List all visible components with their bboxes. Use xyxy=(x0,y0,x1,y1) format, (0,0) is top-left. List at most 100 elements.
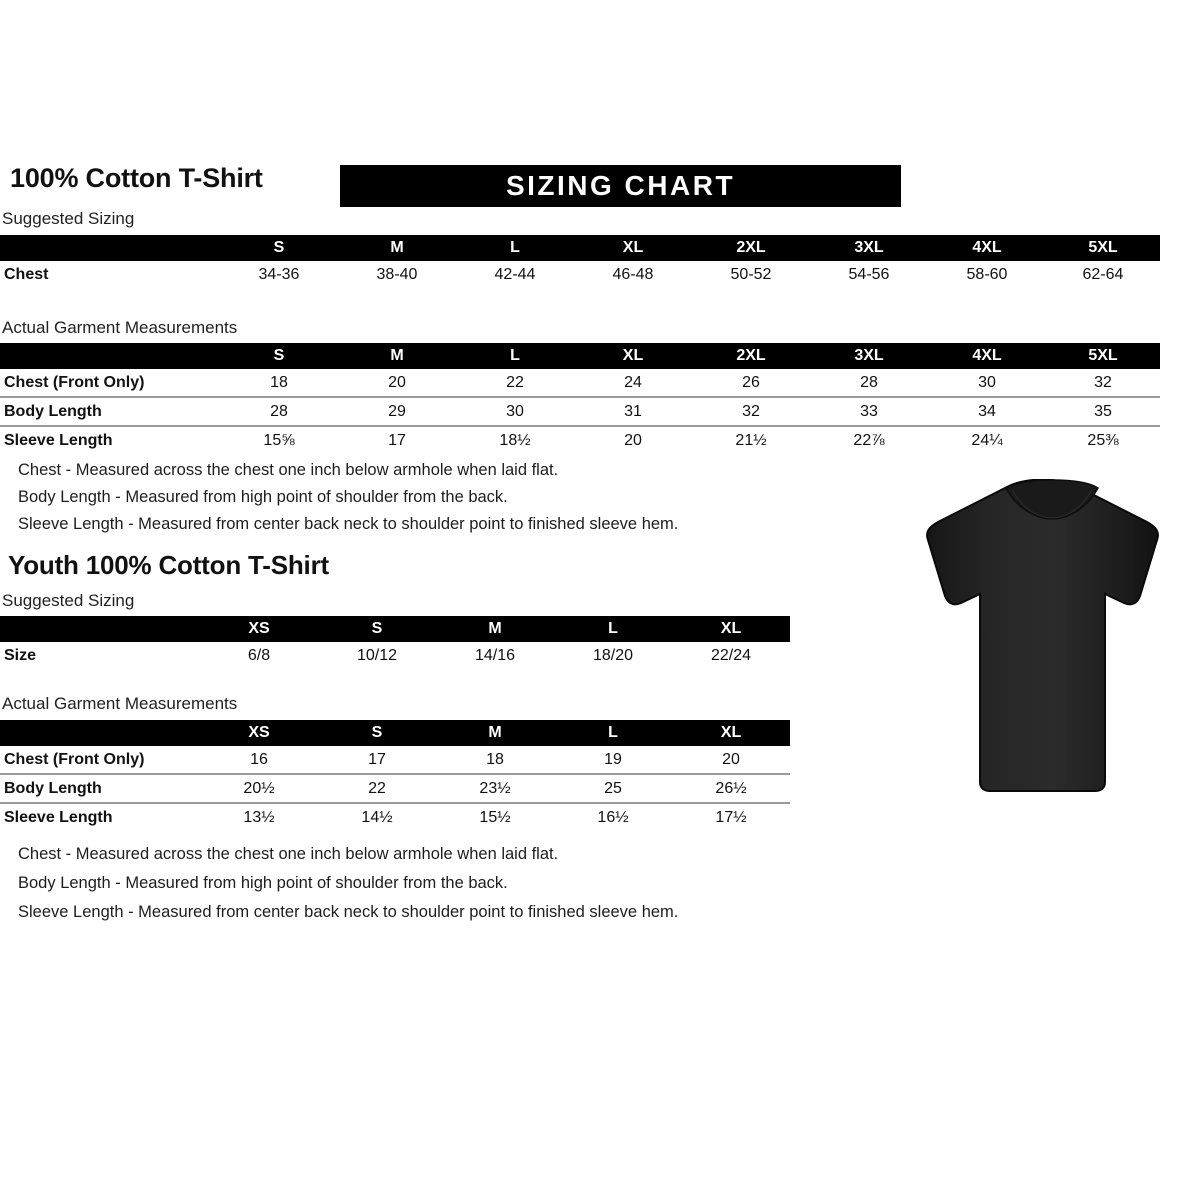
youth-actual-row-label: Sleeve Length xyxy=(0,802,200,831)
adult-note-body-length: Body Length - Measured from high point o… xyxy=(18,488,508,506)
youth-actual-cell: 26½ xyxy=(672,773,790,803)
tshirt-icon xyxy=(926,479,1159,792)
youth-actual-header-l: L xyxy=(554,720,672,746)
adult-actual-cell: 30 xyxy=(978,373,996,391)
youth-actual-header-blank xyxy=(0,720,200,746)
youth-actual-header-s: S xyxy=(318,720,436,746)
adult-suggested-cell: 58-60 xyxy=(966,265,1008,283)
adult-actual-cell: 17 xyxy=(338,425,456,454)
youth-suggested-cell: 6/8 xyxy=(247,646,271,664)
adult-suggested-header-2xl: 2XL xyxy=(692,235,810,261)
youth-suggested-cell: 18/20 xyxy=(592,646,634,664)
adult-actual-header-m: M xyxy=(338,343,456,369)
adult-actual-cell: 21½ xyxy=(692,425,810,454)
youth-actual-cell: 17½ xyxy=(672,802,790,831)
adult-actual-cell: 24¼ xyxy=(928,425,1046,454)
sizing-chart-banner-label: SIZING CHART xyxy=(505,170,736,201)
adult-actual-row-label: Body Length xyxy=(0,396,220,426)
adult-suggested-header-3xl: 3XL xyxy=(810,235,928,261)
youth-actual-measurements-table: XS S M L XL Chest (Front Only) 16 17 18 19 20 Body… xyxy=(0,720,790,831)
adult-suggested-caption: Suggested Sizing xyxy=(2,209,135,228)
table-row: Sleeve Length 13½ 14½ 15½ 16½ 17½ xyxy=(0,802,790,831)
youth-actual-cell: 23½ xyxy=(436,773,554,803)
youth-suggested-row-label: Size xyxy=(4,646,37,664)
adult-actual-header-5xl: 5XL xyxy=(1046,343,1160,369)
sizing-chart-banner: SIZING CHART xyxy=(340,165,901,207)
adult-actual-cell: 28 xyxy=(220,396,338,426)
youth-suggested-sizing-table: XS S M L XL Size 6/8 10/12 14/16 18/20 22/24 xyxy=(0,616,790,669)
youth-suggested-header-s: S xyxy=(318,616,436,642)
adult-suggested-sizing-table: S M L XL 2XL 3XL 4XL 5XL Chest 34-36 38-40 42-44 46… xyxy=(0,235,1160,288)
youth-note-body-length: Body Length - Measured from high point o… xyxy=(18,874,508,892)
youth-actual-cell: 25 xyxy=(554,773,672,803)
table-row: Sleeve Length 15⅝ 17 18½ 20 21½ 22⅞ 24¼ 25⅜ xyxy=(0,425,1160,454)
table-body: Chest (Front Only) 16 17 18 19 20 Body Length 2… xyxy=(0,746,790,831)
tshirt-product-image xyxy=(900,470,1185,810)
youth-suggested-header-l: L xyxy=(554,616,672,642)
adult-actual-header-2xl: 2XL xyxy=(692,343,810,369)
adult-suggested-cell: 54-56 xyxy=(848,265,890,283)
adult-suggested-header-m: M xyxy=(338,235,456,261)
adult-suggested-header-l: L xyxy=(456,235,574,261)
youth-actual-cell: 16 xyxy=(250,750,268,768)
youth-actual-cell: 22 xyxy=(318,773,436,803)
table-row: Chest (Front Only) 16 17 18 19 20 xyxy=(0,746,790,774)
youth-actual-caption: Actual Garment Measurements xyxy=(2,694,238,713)
adult-suggested-header-s: S xyxy=(220,235,338,261)
table-header-row: S M L XL 2XL 3XL 4XL 5XL xyxy=(0,235,1160,261)
adult-suggested-cell: 42-44 xyxy=(494,265,536,283)
youth-actual-cell: 18 xyxy=(486,750,504,768)
adult-actual-header-xl: XL xyxy=(574,343,692,369)
youth-suggested-header-xl: XL xyxy=(672,616,790,642)
adult-suggested-cell: 34-36 xyxy=(258,265,300,283)
adult-suggested-row-label: Chest xyxy=(4,265,49,283)
adult-actual-cell: 18 xyxy=(270,373,288,391)
adult-note-sleeve-length: Sleeve Length - Measured from center bac… xyxy=(18,515,679,533)
table-row: Body Length 28 29 30 31 32 33 34 35 xyxy=(0,396,1160,426)
adult-actual-cell: 24 xyxy=(624,373,642,391)
adult-actual-cell: 29 xyxy=(338,396,456,426)
youth-actual-cell: 20 xyxy=(722,750,740,768)
table-body: Size 6/8 10/12 14/16 18/20 22/24 xyxy=(0,642,790,669)
adult-actual-cell: 31 xyxy=(574,396,692,426)
adult-actual-header-blank xyxy=(0,343,220,369)
adult-actual-header-3xl: 3XL xyxy=(810,343,928,369)
table-row: Size 6/8 10/12 14/16 18/20 22/24 xyxy=(0,642,790,669)
youth-actual-header-xs: XS xyxy=(200,720,318,746)
adult-suggested-cell: 62-64 xyxy=(1082,265,1124,283)
adult-actual-row-label: Chest (Front Only) xyxy=(4,373,145,391)
youth-actual-header-m: M xyxy=(436,720,554,746)
youth-suggested-cell: 22/24 xyxy=(710,646,752,664)
table-header-row: XS S M L XL xyxy=(0,616,790,642)
adult-actual-cell: 20 xyxy=(388,373,406,391)
youth-actual-cell: 17 xyxy=(368,750,386,768)
adult-suggested-cell: 46-48 xyxy=(612,265,654,283)
adult-actual-measurements-table: S M L XL 2XL 3XL 4XL 5XL Chest (Front Only) 18 20… xyxy=(0,343,1160,454)
adult-actual-cell: 33 xyxy=(810,396,928,426)
adult-actual-cell: 30 xyxy=(456,396,574,426)
adult-actual-cell: 22⅞ xyxy=(810,425,928,454)
adult-suggested-header-5xl: 5XL xyxy=(1046,235,1160,261)
youth-note-sleeve-length: Sleeve Length - Measured from center bac… xyxy=(18,903,679,921)
page-title: 100% Cotton T-Shirt xyxy=(10,163,263,193)
adult-actual-caption: Actual Garment Measurements xyxy=(2,318,238,337)
youth-actual-cell: 20½ xyxy=(200,773,318,803)
adult-suggested-header-blank xyxy=(0,235,220,261)
adult-actual-row-label: Sleeve Length xyxy=(0,425,220,454)
adult-suggested-cell: 38-40 xyxy=(376,265,418,283)
chart-header: 100% Cotton T-Shirt SIZING CHART xyxy=(0,163,1200,209)
table-row: Chest (Front Only) 18 20 22 24 26 28 30 32 xyxy=(0,369,1160,397)
adult-actual-cell: 20 xyxy=(574,425,692,454)
youth-suggested-header-blank xyxy=(0,616,200,642)
youth-actual-cell: 14½ xyxy=(318,802,436,831)
youth-actual-cell: 19 xyxy=(604,750,622,768)
adult-actual-header-s: S xyxy=(220,343,338,369)
youth-actual-cell: 16½ xyxy=(554,802,672,831)
youth-note-chest: Chest - Measured across the chest one in… xyxy=(18,845,559,863)
adult-actual-cell: 25⅜ xyxy=(1046,425,1160,454)
adult-actual-cell: 26 xyxy=(742,373,760,391)
adult-actual-cell: 18½ xyxy=(456,425,574,454)
table-header-row: XS S M L XL xyxy=(0,720,790,746)
youth-actual-header-xl: XL xyxy=(672,720,790,746)
